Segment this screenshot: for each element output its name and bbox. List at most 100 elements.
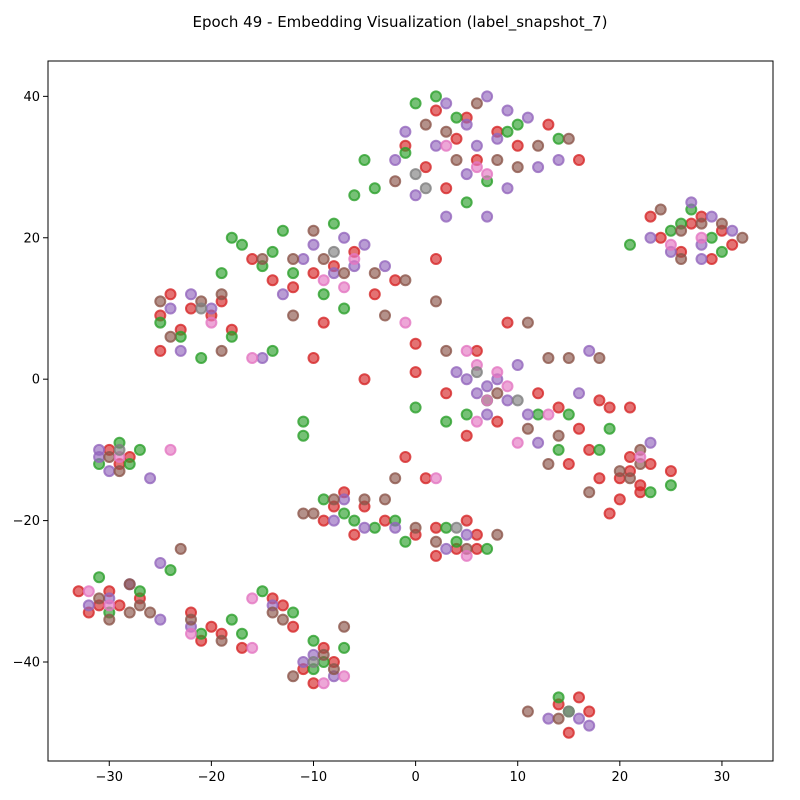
scatter-point <box>695 217 708 230</box>
scatter-point <box>225 231 238 244</box>
scatter-point <box>491 528 504 541</box>
scatter-point <box>613 493 626 506</box>
x-tick-label: −30 <box>96 770 123 785</box>
scatter-point <box>82 585 95 598</box>
axes: −30 −20 −10 0 10 20 30 40 20 0 −20 −40 <box>13 90 731 785</box>
scatter-point <box>338 302 351 315</box>
scatter-point <box>573 154 585 166</box>
scatter-point <box>460 168 473 181</box>
scatter-point <box>409 168 422 181</box>
scatter-point <box>154 316 167 329</box>
scatter-point <box>317 274 330 287</box>
scatter-point <box>562 352 575 364</box>
scatter-point <box>144 606 157 619</box>
scatter-point <box>185 302 197 315</box>
scatter-point <box>297 415 310 428</box>
scatter-point <box>470 542 483 555</box>
scatter-point <box>103 599 116 612</box>
scatter-point <box>430 90 442 103</box>
scatter-point <box>705 231 718 244</box>
scatter-point <box>470 97 483 110</box>
scatter-point <box>491 366 504 379</box>
scatter-point <box>266 245 279 258</box>
scatter-point <box>93 451 106 463</box>
scatter-point <box>460 514 473 527</box>
scatter-point <box>664 465 677 478</box>
x-tick-label: 30 <box>714 770 731 785</box>
scatter-point <box>409 521 422 534</box>
scatter-point <box>593 394 606 407</box>
scatter-point <box>440 542 453 555</box>
scatter-point <box>583 719 596 732</box>
scatter-point <box>644 231 657 244</box>
scatter-point <box>327 493 340 506</box>
scatter-point <box>276 613 289 626</box>
scatter-point <box>532 387 545 400</box>
scatter-point <box>501 380 514 393</box>
scatter-point <box>256 253 269 265</box>
scatter-point <box>297 507 310 520</box>
scatter-point <box>613 465 626 478</box>
scatter-point <box>297 656 310 668</box>
scatter-point <box>348 189 361 202</box>
scatter-point <box>419 472 432 485</box>
scatter-point <box>685 217 698 230</box>
scatter-point <box>348 253 361 265</box>
scatter-point <box>440 125 453 138</box>
scatter-point <box>399 274 412 287</box>
scatter-point <box>511 118 524 131</box>
scatter-point <box>287 281 300 294</box>
scatter-point <box>205 302 218 315</box>
scatter-point <box>215 634 228 647</box>
scatter-point <box>470 415 483 428</box>
scatter-point <box>501 316 514 329</box>
scatter-point <box>113 465 126 478</box>
scatter-point <box>307 352 320 364</box>
scatter-point <box>603 507 616 520</box>
scatter-point <box>236 238 248 251</box>
scatter-point <box>409 337 422 350</box>
scatter-point <box>307 224 320 237</box>
scatter-point <box>481 90 494 103</box>
scatter-point <box>389 472 402 485</box>
scatter-point <box>511 436 524 449</box>
scatter-point <box>338 670 351 683</box>
scatter-point <box>573 422 585 435</box>
scatter-point <box>521 408 534 421</box>
scatter-point <box>664 479 677 492</box>
scatter-point <box>644 458 657 470</box>
scatter-point <box>644 486 657 499</box>
y-tick-label: −40 <box>13 656 40 671</box>
scatter-point <box>552 401 565 414</box>
scatter-point <box>399 125 412 138</box>
scatter-point <box>583 705 596 718</box>
scatter-point <box>338 231 351 244</box>
scatter-point <box>164 443 177 456</box>
scatter-point <box>307 238 320 251</box>
scatter-point <box>327 663 340 676</box>
scatter-point <box>430 521 442 534</box>
scatter-point <box>552 429 565 442</box>
scatter-point <box>287 670 300 683</box>
scatter-point <box>573 387 585 400</box>
scatter-point <box>409 97 422 110</box>
scatter-point <box>501 125 514 138</box>
scatter-point <box>338 267 351 280</box>
scatter-point <box>307 507 320 520</box>
scatter-point <box>542 712 555 725</box>
scatter-point <box>450 111 463 124</box>
scatter-point <box>338 641 351 654</box>
scatter-point <box>501 394 514 407</box>
scatter-point <box>164 288 177 301</box>
scatter-point <box>317 514 330 527</box>
scatter-point <box>450 132 463 145</box>
x-tick-label: −20 <box>198 770 225 785</box>
scatter-point <box>72 585 85 598</box>
scatter-point <box>562 458 575 470</box>
scatter-point <box>624 238 636 251</box>
scatter-point <box>552 132 565 145</box>
scatter-point <box>491 415 504 428</box>
scatter-point <box>103 613 116 626</box>
scatter-point <box>297 253 310 265</box>
